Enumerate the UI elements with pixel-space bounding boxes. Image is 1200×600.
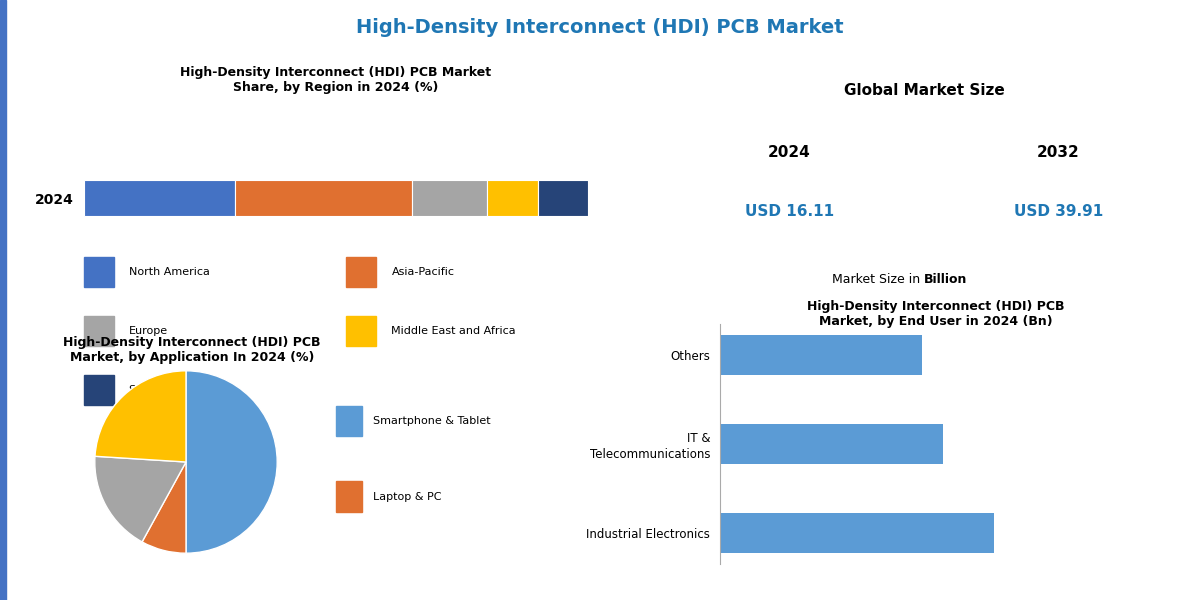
Text: Billion: Billion bbox=[924, 272, 967, 286]
Bar bbox=[412, 180, 487, 216]
Text: USD 16.11: USD 16.11 bbox=[745, 204, 834, 219]
Text: USD 39.91: USD 39.91 bbox=[1014, 204, 1103, 219]
Bar bbox=[336, 481, 362, 512]
Bar bbox=[84, 257, 114, 287]
Text: 2024: 2024 bbox=[768, 145, 811, 160]
Text: Middle East and Africa: Middle East and Africa bbox=[391, 326, 516, 336]
Text: High-Density Interconnect (HDI) PCB
Market, by End User in 2024 (Bn): High-Density Interconnect (HDI) PCB Mark… bbox=[808, 300, 1064, 328]
Text: Laptop & PC: Laptop & PC bbox=[373, 491, 442, 502]
Wedge shape bbox=[142, 462, 186, 553]
Bar bbox=[84, 316, 114, 346]
Text: South America: South America bbox=[130, 385, 211, 395]
Bar bbox=[720, 513, 994, 553]
Text: Asia-Pacific: Asia-Pacific bbox=[391, 267, 455, 277]
Bar bbox=[346, 257, 377, 287]
Bar bbox=[235, 180, 412, 216]
Bar bbox=[336, 406, 362, 436]
Bar bbox=[720, 335, 922, 375]
Bar bbox=[538, 180, 588, 216]
Text: High-Density Interconnect (HDI) PCB Market
Share, by Region in 2024 (%): High-Density Interconnect (HDI) PCB Mark… bbox=[180, 66, 492, 94]
Text: Market Size in: Market Size in bbox=[832, 272, 924, 286]
Text: High-Density Interconnect (HDI) PCB Market: High-Density Interconnect (HDI) PCB Mark… bbox=[356, 18, 844, 37]
Text: 2032: 2032 bbox=[1037, 145, 1080, 160]
Text: Europe: Europe bbox=[130, 326, 168, 336]
Wedge shape bbox=[95, 456, 186, 542]
Bar bbox=[84, 180, 235, 216]
Text: High-Density Interconnect (HDI) PCB
Market, by Application In 2024 (%): High-Density Interconnect (HDI) PCB Mark… bbox=[64, 336, 320, 364]
Bar bbox=[346, 316, 377, 346]
Text: Global Market Size: Global Market Size bbox=[844, 83, 1004, 98]
Bar bbox=[720, 424, 943, 464]
Bar bbox=[84, 374, 114, 405]
Text: Smartphone & Tablet: Smartphone & Tablet bbox=[373, 416, 491, 426]
Bar bbox=[487, 180, 538, 216]
Wedge shape bbox=[186, 371, 277, 553]
Wedge shape bbox=[95, 371, 186, 462]
Text: North America: North America bbox=[130, 267, 210, 277]
